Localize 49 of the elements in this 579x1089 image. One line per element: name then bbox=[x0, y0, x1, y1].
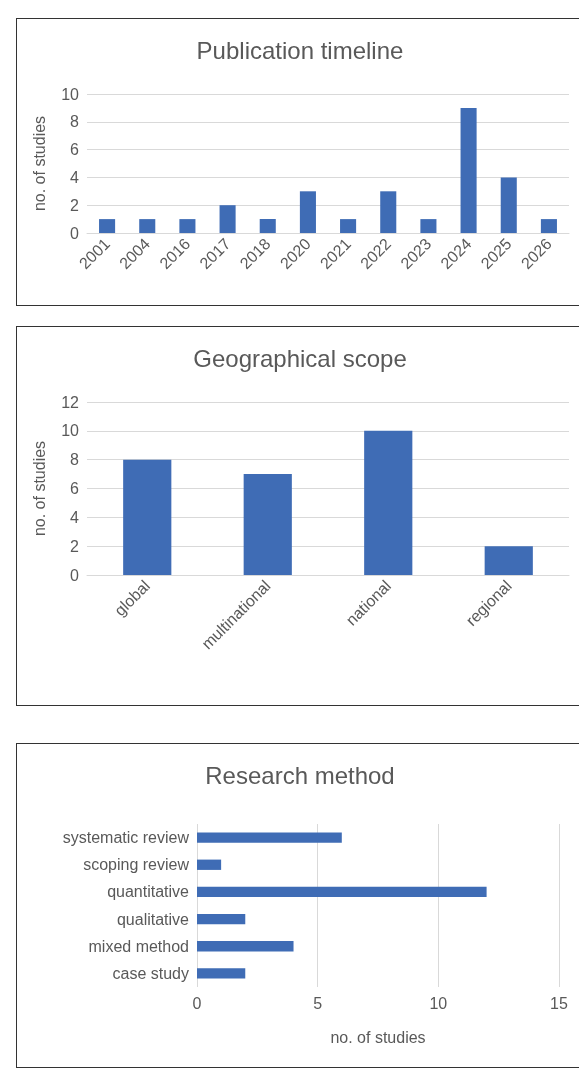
bar bbox=[540, 219, 557, 233]
bar bbox=[299, 191, 316, 233]
bar bbox=[243, 474, 292, 575]
y-tick-label: 8 bbox=[70, 113, 80, 131]
bar bbox=[420, 219, 437, 233]
y-tick-label: 10 bbox=[61, 422, 80, 440]
y-tick-label: quantitative bbox=[107, 883, 190, 901]
x-tick-label: 10 bbox=[429, 994, 448, 1012]
bar bbox=[197, 832, 342, 843]
y-tick-label: 4 bbox=[70, 508, 80, 526]
x-axis-title: no. of studies bbox=[330, 1028, 426, 1046]
y-tick-label: case study bbox=[112, 964, 189, 982]
bar bbox=[179, 219, 196, 233]
y-tick-label: 6 bbox=[70, 480, 80, 497]
y-axis-title: no. of studies bbox=[30, 440, 48, 537]
y-axis-title: no. of studies bbox=[30, 115, 48, 212]
chart-title: Research method bbox=[205, 761, 395, 789]
x-tick-label: 5 bbox=[313, 994, 323, 1012]
y-tick-label: 2 bbox=[70, 196, 80, 214]
bar bbox=[484, 546, 533, 575]
y-tick-label: qualitative bbox=[116, 910, 190, 928]
y-tick-label: 2 bbox=[70, 537, 80, 555]
bar bbox=[259, 219, 276, 233]
bar bbox=[99, 219, 116, 233]
chart-title: Publication timeline bbox=[196, 36, 404, 64]
y-tick-label: 12 bbox=[61, 393, 80, 411]
y-tick-label: 8 bbox=[70, 451, 80, 469]
bar bbox=[139, 219, 156, 233]
y-tick-label: 4 bbox=[70, 168, 80, 186]
bar bbox=[364, 430, 413, 575]
bar bbox=[197, 886, 487, 898]
y-tick-label: scoping review bbox=[83, 856, 190, 874]
bar bbox=[500, 177, 517, 233]
x-tick-label: 0 bbox=[192, 994, 202, 1012]
bar bbox=[219, 205, 236, 233]
bar bbox=[197, 913, 246, 925]
bar bbox=[197, 941, 294, 952]
x-tick-label: 15 bbox=[550, 994, 568, 1012]
bar bbox=[340, 219, 357, 233]
bar bbox=[197, 859, 222, 870]
chart-title: Geographical scope bbox=[193, 344, 407, 372]
y-tick-label: systematic review bbox=[62, 829, 190, 847]
y-tick-label: 10 bbox=[61, 85, 80, 103]
bar bbox=[380, 191, 397, 233]
bar bbox=[460, 107, 477, 233]
bar bbox=[123, 459, 172, 575]
y-tick-label: 6 bbox=[70, 141, 80, 159]
y-tick-label: mixed method bbox=[88, 937, 189, 955]
bar bbox=[197, 968, 246, 979]
